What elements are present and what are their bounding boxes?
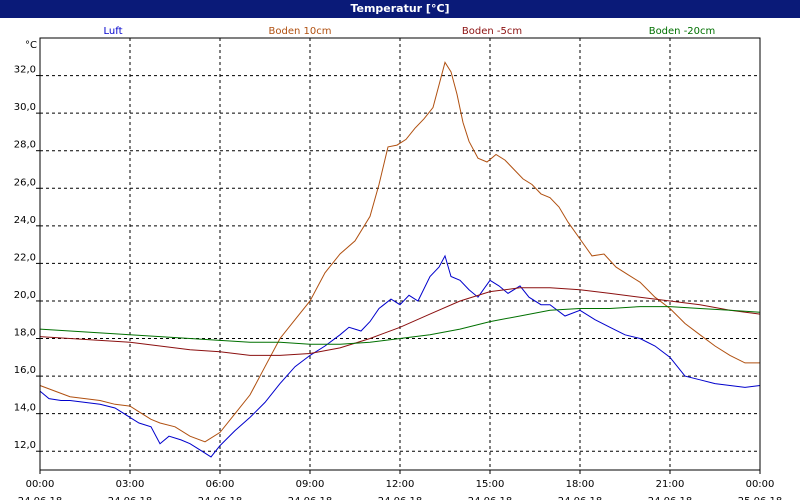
x-tick-date-label: 25.06.18 [738,496,783,500]
x-tick-date-label: 24.06.18 [558,496,603,500]
y-axis-ticks: 12,0 14,0 16,0 18,0 20,0 22,0 24,0 26,0 28,0 30,0… [14,65,40,452]
plot-frame [39,37,761,471]
x-tick-date-label: 24.06.18 [18,496,63,500]
temperature-chart: Luft Boden 10cm Boden -5cm Boden -20cm °C 1… [14,26,783,500]
y-axis-unit-label: °C [25,40,37,51]
x-tick-time-label: 15:00 [476,479,505,490]
series-line-1 [39,61,760,443]
x-tick-time-label: 06:00 [206,479,235,490]
y-tick-label: 12,0 [14,440,36,451]
series-lines [39,61,761,458]
y-tick-label: 30,0 [14,102,36,113]
x-tick-date-label: 24.06.18 [198,496,243,500]
grid [40,38,760,470]
x-axis-ticks: 00:00 24.06.18 03:00 24.06.18 06:00 24.06.18 0… [18,470,783,500]
y-tick-label: 14,0 [14,403,36,414]
legend-entry-3: Boden -20cm [649,26,716,37]
y-tick-label: 22,0 [14,252,36,263]
x-tick-date-label: 24.06.18 [468,496,513,500]
x-tick-date-label: 24.06.18 [378,496,423,500]
x-tick-time-label: 21:00 [656,479,685,490]
x-tick-time-label: 18:00 [566,479,595,490]
y-tick-label: 20,0 [14,290,36,301]
x-tick-time-label: 00:00 [746,479,775,490]
x-tick-time-label: 12:00 [386,479,415,490]
x-tick-time-label: 00:00 [26,479,55,490]
x-tick-time-label: 09:00 [296,479,325,490]
y-tick-label: 28,0 [14,140,36,151]
chart-title: Temperatur [°C] [0,0,800,18]
x-tick-time-label: 03:00 [116,479,145,490]
y-tick-label: 24,0 [14,215,36,226]
x-tick-date-label: 24.06.18 [648,496,693,500]
series-line-0 [39,254,761,458]
legend-entry-0: Luft [104,26,123,37]
y-tick-label: 16,0 [14,365,36,376]
series-line-2 [39,287,761,356]
x-tick-date-label: 24.06.18 [108,496,153,500]
legend: Luft Boden 10cm Boden -5cm Boden -20cm [104,26,716,37]
y-tick-label: 32,0 [14,65,36,76]
x-tick-date-label: 24.06.18 [288,496,333,500]
legend-entry-2: Boden -5cm [462,26,522,37]
y-tick-label: 26,0 [14,177,36,188]
series-line-3 [39,306,761,345]
legend-entry-1: Boden 10cm [269,26,332,37]
y-tick-label: 18,0 [14,328,36,339]
